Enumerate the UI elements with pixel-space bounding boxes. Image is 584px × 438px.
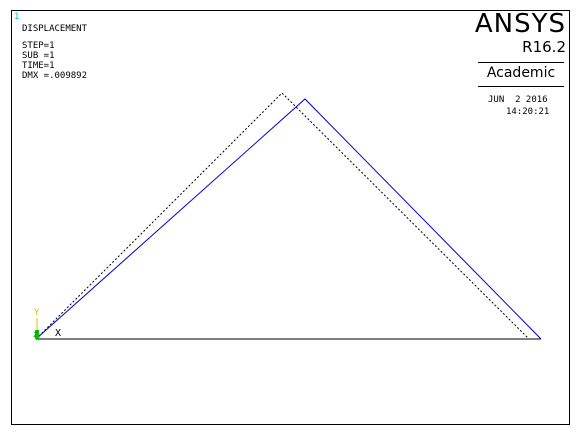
triad-z-label: Z xyxy=(33,331,37,339)
step-label: STEP=1 xyxy=(22,41,55,51)
brand-name: ANSYS xyxy=(474,9,566,39)
undeformed-shape xyxy=(35,92,530,340)
brand-divider-top xyxy=(478,62,564,63)
coordinate-triad: Y X Z xyxy=(33,308,61,340)
triad-y-label: Y xyxy=(34,308,40,318)
ansys-logo: ANSYS R16.2 xyxy=(475,9,566,55)
brand-edition: Academic xyxy=(486,65,556,81)
time-label: TIME=1 xyxy=(22,61,55,71)
deformed-shape xyxy=(35,98,542,340)
triad-x-label: X xyxy=(55,328,61,339)
window-number: 1 xyxy=(14,12,20,22)
graphics-frame xyxy=(11,10,570,425)
date-label: JUN 2 2016 xyxy=(488,95,548,105)
dmx-label: DMX =.009892 xyxy=(22,71,88,81)
time-label-clock: 14:20:21 xyxy=(506,107,550,117)
triad-z-marker xyxy=(35,330,39,339)
brand-divider-bottom xyxy=(478,86,564,87)
result-type-label: DISPLACEMENT xyxy=(22,24,88,34)
brand-version: R16.2 xyxy=(522,38,566,56)
sub-label: SUB =1 xyxy=(22,51,55,61)
solution-info: STEP=1 SUB =1 TIME=1 DMX =.009892 xyxy=(22,41,87,81)
